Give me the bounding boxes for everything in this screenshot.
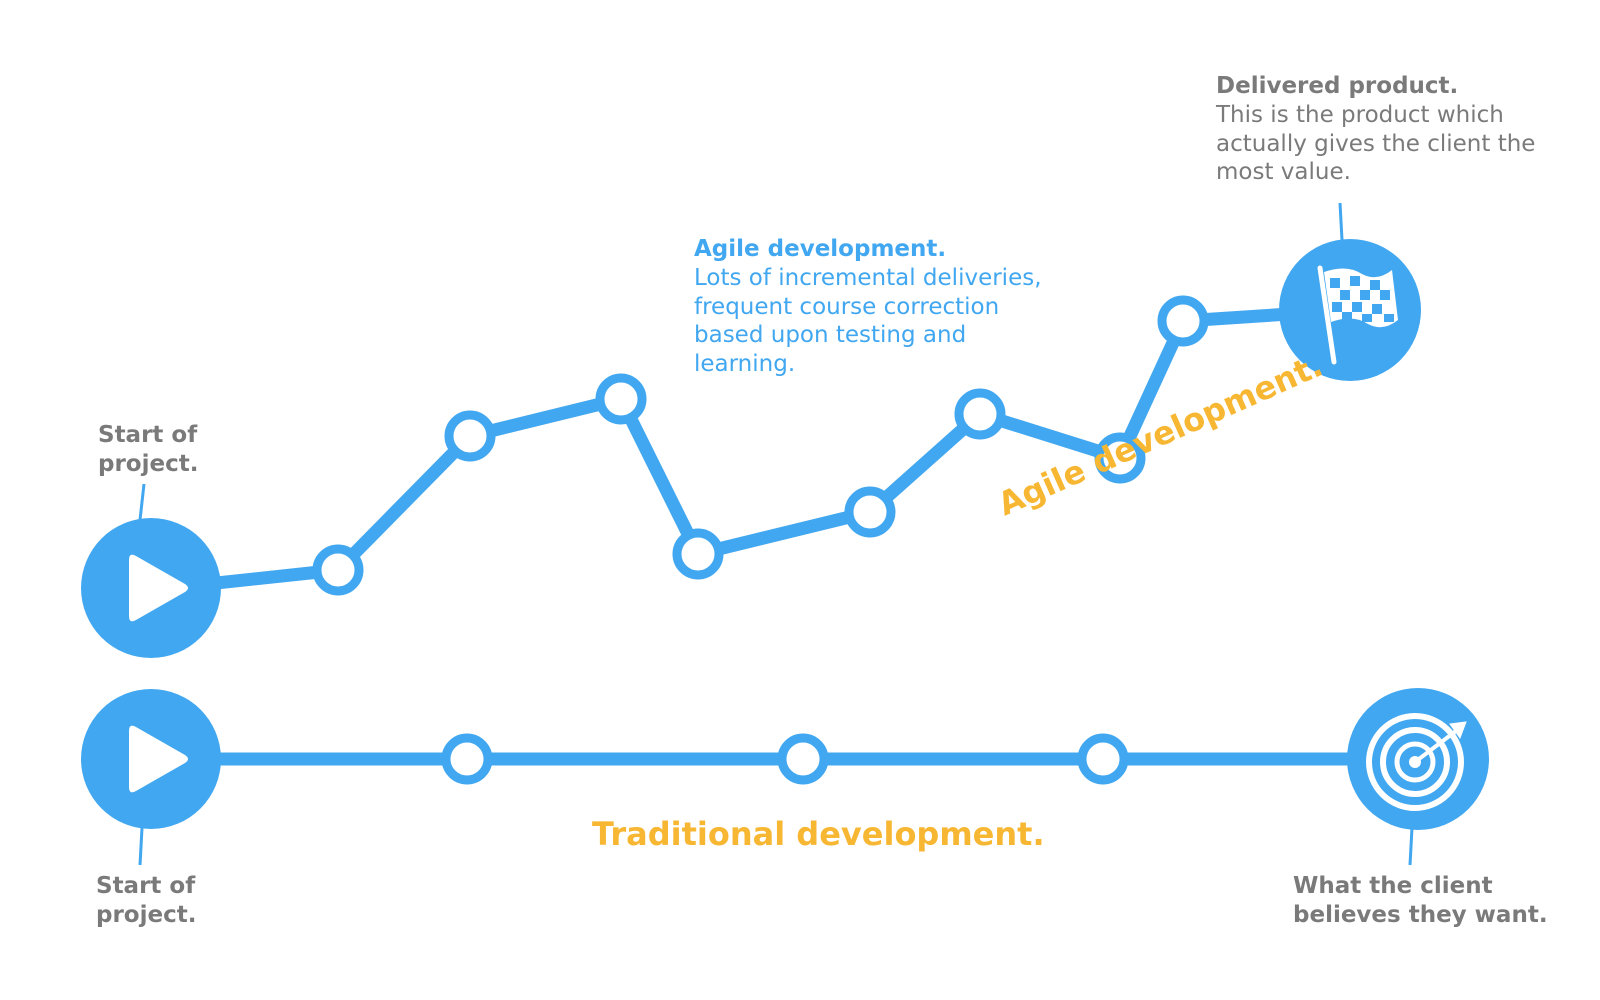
client-wants-label-line-1: What the client [1293, 873, 1493, 899]
target-icon [1366, 713, 1467, 811]
agile-milestone [1094, 432, 1146, 484]
agile-milestone [312, 544, 364, 596]
agile-milestone [1157, 295, 1209, 347]
traditional-milestones [441, 733, 1129, 785]
delivered-product-heading: Delivered product. [1216, 73, 1459, 99]
agile-milestone [595, 373, 647, 425]
agile-start-node [81, 518, 221, 658]
traditional-milestone [441, 733, 493, 785]
agile-callout: Agile development. Lots of incremental d… [694, 235, 1042, 379]
client-wants-label-line-2: believes they want. [1293, 901, 1548, 928]
agile-start-label: Start of project. [98, 421, 198, 479]
delivered-product-line-3: most value. [1216, 159, 1351, 186]
agile-end-connector [1338, 202, 1344, 241]
agile-callout-line-1: Lots of incremental deliveries, [694, 264, 1042, 291]
agile-callout-line-4: learning. [694, 351, 796, 377]
agile-end-node [1279, 239, 1421, 381]
agile-milestone [672, 528, 724, 580]
agile-path-line [144, 303, 1357, 597]
play-icon [129, 554, 188, 622]
traditional-milestone [1077, 733, 1129, 785]
agile-start-label-line-2: project. [98, 450, 199, 477]
agile-milestone [954, 388, 1006, 440]
delivered-product-line-1: This is the product which [1216, 101, 1504, 128]
traditional-start-connector [138, 827, 144, 866]
traditional-path-title: Traditional development. [592, 815, 1045, 853]
traditional-start-label-line-2: project. [96, 901, 197, 928]
traditional-milestone [777, 733, 829, 785]
agile-milestone [844, 486, 896, 538]
delivered-product-line-2: actually gives the client the [1216, 130, 1536, 157]
agile-callout-line-3: based upon testing and [694, 322, 967, 349]
agile-milestone [444, 410, 496, 462]
delivered-product-label: Delivered product. This is the product w… [1216, 72, 1535, 187]
traditional-start-label: Start of project. [96, 872, 196, 930]
traditional-end-connector [1408, 827, 1414, 866]
agile-start-label-line-1: Start of [98, 422, 198, 448]
traditional-start-node [81, 689, 221, 829]
client-wants-label: What the client believes they want. [1293, 872, 1548, 930]
agile-start-connector [138, 483, 146, 521]
agile-callout-heading: Agile development. [694, 236, 947, 262]
agile-callout-line-2: frequent course correction [694, 293, 1000, 320]
traditional-start-label-line-1: Start of [96, 873, 196, 899]
traditional-end-node [1347, 688, 1489, 830]
checkered-flag-icon [1317, 265, 1398, 365]
agile-milestones [312, 295, 1209, 596]
play-icon [129, 725, 188, 793]
